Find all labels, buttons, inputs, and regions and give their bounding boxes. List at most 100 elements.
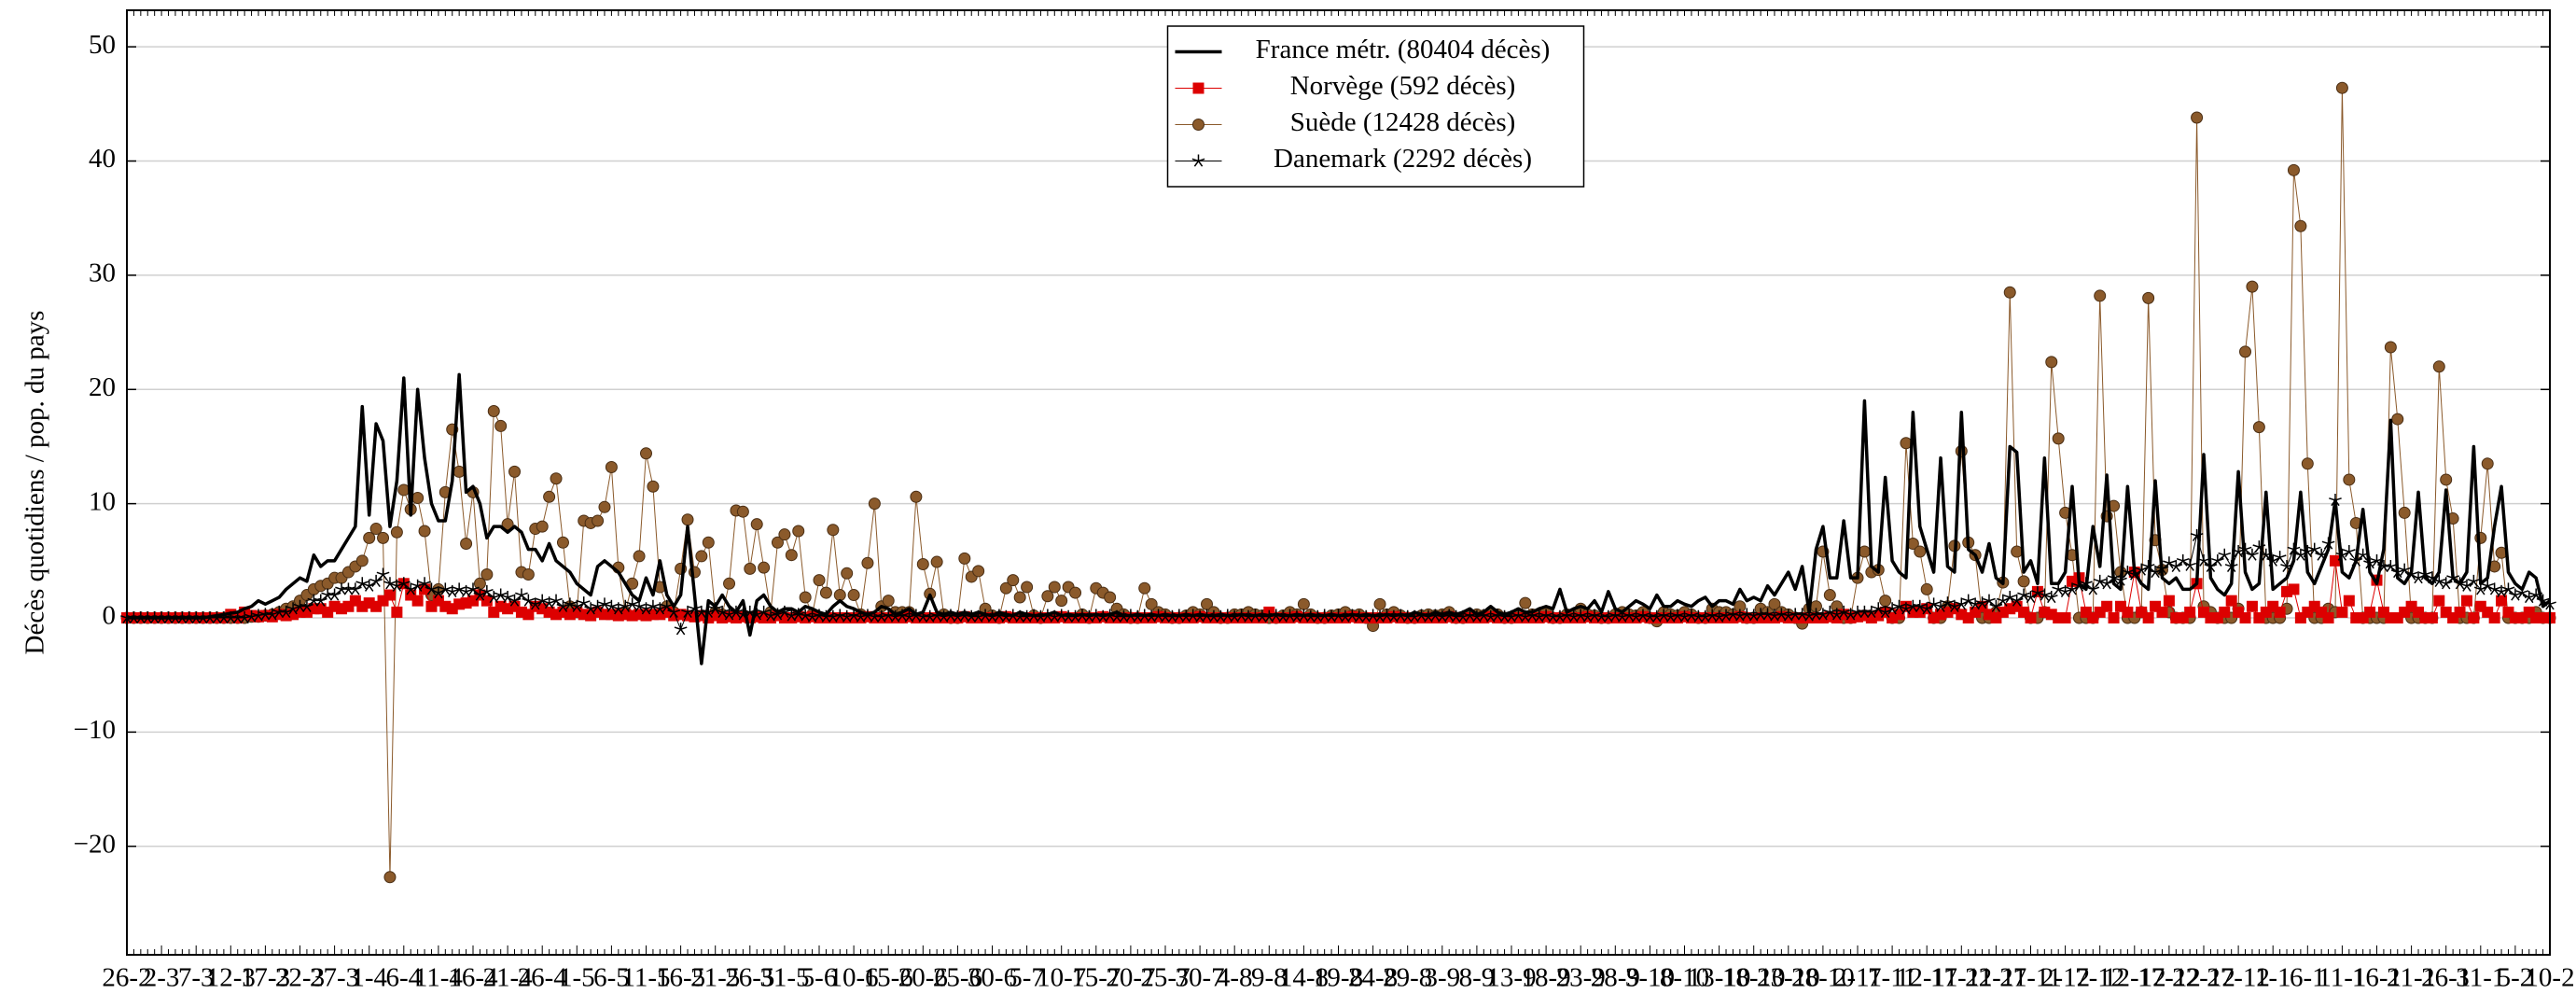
x-tick-label: 2-12 bbox=[2040, 963, 2090, 993]
x-tick-label: 23-9 bbox=[1556, 963, 1606, 993]
marker bbox=[2246, 548, 2259, 561]
marker bbox=[2135, 563, 2149, 576]
marker bbox=[1483, 609, 1497, 623]
marker bbox=[2038, 588, 2052, 601]
marker bbox=[1041, 590, 1054, 603]
x-tick-label: 7-12 bbox=[2075, 963, 2124, 993]
marker bbox=[1955, 597, 1969, 610]
marker bbox=[1961, 594, 1975, 607]
marker bbox=[2432, 360, 2445, 373]
marker bbox=[286, 602, 299, 615]
marker bbox=[1532, 609, 1546, 623]
marker bbox=[744, 562, 757, 575]
marker bbox=[861, 556, 874, 569]
marker bbox=[2163, 595, 2175, 607]
marker bbox=[1781, 609, 1795, 622]
marker bbox=[1104, 591, 1117, 604]
marker bbox=[279, 605, 293, 618]
x-tick-label: 25-6 bbox=[933, 963, 982, 993]
marker bbox=[536, 520, 549, 533]
marker bbox=[2335, 548, 2349, 561]
x-tick-label: 18-9 bbox=[1522, 963, 1571, 993]
marker bbox=[2287, 163, 2300, 176]
marker bbox=[764, 609, 777, 622]
y-tick-label: 30 bbox=[89, 259, 116, 288]
x-tick-label: 31-5 bbox=[759, 963, 809, 993]
x-tick-label: 22-3 bbox=[275, 963, 325, 993]
marker bbox=[383, 577, 397, 590]
marker bbox=[1463, 609, 1477, 622]
x-tick-label: 22-12 bbox=[2172, 963, 2235, 993]
marker bbox=[2426, 612, 2438, 624]
x-tick-label: 10-6 bbox=[829, 963, 879, 993]
marker bbox=[563, 597, 577, 610]
marker bbox=[1622, 609, 1636, 622]
x-tick-label: 27-3 bbox=[310, 963, 359, 993]
marker bbox=[355, 577, 369, 590]
marker bbox=[411, 595, 424, 607]
marker bbox=[833, 609, 847, 622]
marker bbox=[1920, 582, 1933, 595]
marker bbox=[577, 596, 591, 609]
marker bbox=[1844, 608, 1858, 621]
x-tick-label: 15-7 bbox=[1071, 963, 1121, 993]
marker bbox=[958, 552, 971, 565]
x-tick-label: 16-5 bbox=[656, 963, 705, 993]
marker bbox=[2218, 548, 2232, 561]
marker bbox=[2017, 575, 2030, 588]
marker bbox=[792, 525, 805, 538]
marker bbox=[2149, 566, 2162, 579]
marker bbox=[2391, 413, 2404, 426]
marker bbox=[2191, 111, 2204, 124]
marker bbox=[453, 582, 466, 595]
marker bbox=[2093, 574, 2107, 587]
marker bbox=[2501, 582, 2515, 595]
marker bbox=[674, 623, 688, 636]
marker bbox=[362, 579, 376, 592]
marker bbox=[736, 505, 749, 518]
marker bbox=[799, 609, 813, 622]
marker bbox=[2343, 595, 2355, 607]
marker bbox=[2439, 577, 2453, 590]
x-tick-label: 20-7 bbox=[1106, 963, 1155, 993]
marker bbox=[840, 609, 854, 623]
marker bbox=[1934, 599, 1947, 612]
marker bbox=[743, 605, 757, 618]
marker bbox=[501, 518, 514, 531]
marker bbox=[2031, 586, 2044, 599]
x-tick-label: 1-5 bbox=[559, 963, 595, 993]
x-tick-label: 8-9 bbox=[1459, 963, 1496, 993]
marker bbox=[2294, 219, 2307, 232]
marker bbox=[2364, 606, 2376, 618]
x-tick-label: 20-6 bbox=[898, 963, 948, 993]
marker bbox=[1996, 594, 2010, 607]
marker bbox=[2453, 577, 2467, 590]
plot-frame bbox=[126, 9, 2551, 956]
marker bbox=[1511, 609, 1525, 622]
marker bbox=[2432, 574, 2446, 587]
marker bbox=[480, 595, 493, 607]
marker bbox=[667, 605, 681, 618]
marker bbox=[480, 584, 494, 597]
marker bbox=[2468, 612, 2480, 624]
marker bbox=[2273, 551, 2287, 564]
marker bbox=[377, 531, 390, 544]
marker bbox=[1678, 609, 1692, 623]
marker bbox=[1373, 597, 1386, 610]
marker bbox=[418, 525, 431, 538]
x-tick-label: 7-3 bbox=[178, 963, 215, 993]
x-tick-label: 9-8 bbox=[1251, 963, 1288, 993]
marker bbox=[238, 611, 252, 624]
marker bbox=[1629, 609, 1643, 623]
x-tick-label: 31-1 bbox=[2456, 963, 2505, 993]
marker bbox=[771, 536, 784, 549]
marker bbox=[758, 561, 771, 574]
x-tick-label: 12-12 bbox=[2103, 963, 2166, 993]
marker bbox=[2335, 81, 2348, 94]
x-tick-label: 15-6 bbox=[864, 963, 913, 993]
marker bbox=[556, 599, 570, 612]
x-tick-label: 26-4 bbox=[518, 963, 568, 993]
series-line bbox=[127, 87, 2550, 878]
marker bbox=[2003, 286, 2016, 299]
marker bbox=[841, 567, 854, 580]
